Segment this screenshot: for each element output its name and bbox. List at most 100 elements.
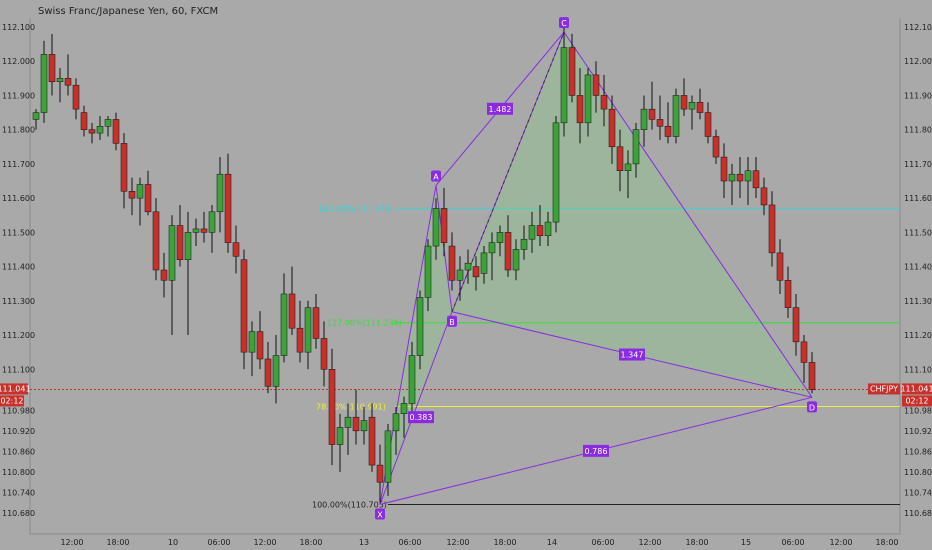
candle-body xyxy=(432,208,440,247)
ratio-label-text: 1.482 xyxy=(489,105,512,114)
candle-body xyxy=(48,54,56,83)
candle-body xyxy=(32,112,40,120)
y-tick-label-left: 110.740 xyxy=(2,488,35,497)
candle-body xyxy=(400,403,408,414)
candle-body xyxy=(472,266,480,278)
point-a-marker: A xyxy=(431,170,441,182)
candle-body xyxy=(336,427,344,445)
y-tick-label-right: 111.900 xyxy=(904,91,932,100)
candle-body xyxy=(72,84,80,110)
x-tick-label: 14 xyxy=(547,538,557,547)
y-tick-label-left: 112.100 xyxy=(2,23,35,32)
y-tick-label-right: 111.300 xyxy=(904,297,932,306)
candle-body xyxy=(576,95,584,124)
candle-body xyxy=(544,221,552,237)
current-price-right: 111.041 xyxy=(900,384,932,393)
candle-body xyxy=(776,252,784,281)
y-tick-label-left: 110.860 xyxy=(2,447,35,456)
candle-body xyxy=(624,163,632,171)
candle-body xyxy=(720,156,728,182)
point-marker-box xyxy=(447,315,457,327)
candle-body xyxy=(144,184,152,213)
candle-body xyxy=(536,225,544,237)
y-tick-label-left: 111.300 xyxy=(2,297,35,306)
candle-body xyxy=(528,225,536,240)
candle-body xyxy=(640,108,648,130)
y-tick-label-left: 111.800 xyxy=(2,126,35,135)
candle-body xyxy=(696,102,704,113)
y-tick-label-right: 110.740 xyxy=(904,488,932,497)
y-tick-label-left: 111.900 xyxy=(2,91,35,100)
point-marker-box xyxy=(559,17,569,29)
point-marker-label: B xyxy=(449,318,455,327)
x-tick-label: 15 xyxy=(741,538,751,547)
candle-body xyxy=(512,249,520,271)
countdown-right: 02:12 xyxy=(905,396,928,405)
candle-body xyxy=(288,293,296,329)
y-tick-label-right: 110.860 xyxy=(904,447,932,456)
candle-body xyxy=(616,146,624,171)
candle-body xyxy=(280,293,288,356)
candle-body xyxy=(592,74,600,96)
pattern-labels: X A B C D 1.482 0.383 1.347 0.786 111.041 02:12 CHF… xyxy=(0,17,932,520)
y-tick-label-right: 111.700 xyxy=(904,160,932,169)
candle-body xyxy=(56,78,64,83)
y-tick-label-left: 110.680 xyxy=(2,509,35,518)
candle-body xyxy=(96,126,104,134)
candle-body xyxy=(344,416,352,428)
x-tick-label: 06:00 xyxy=(591,538,614,547)
point-c-marker: C xyxy=(559,17,569,29)
candle-body xyxy=(256,331,264,360)
candle-body xyxy=(768,204,776,254)
candle-body xyxy=(272,355,280,387)
ratio-label-text: 0.383 xyxy=(410,413,433,422)
current-price-right-box xyxy=(902,383,932,395)
pattern-triangle-bcd xyxy=(452,32,812,398)
countdown-left: 02:12 xyxy=(0,396,23,405)
candle-body xyxy=(712,136,720,158)
candle-body xyxy=(200,228,208,233)
ratio-label: 1.482 xyxy=(487,102,513,115)
candle-body xyxy=(296,327,304,353)
candle-body xyxy=(232,242,240,257)
symbol-badge-box xyxy=(868,383,900,395)
x-tick-label: 12:00 xyxy=(253,538,276,547)
candle-body xyxy=(360,420,368,432)
x-tick-label: 12:00 xyxy=(638,538,661,547)
x-tick-label: 18:00 xyxy=(106,538,129,547)
candle-body xyxy=(176,225,184,260)
x-tick-label: 06:00 xyxy=(781,538,804,547)
candle-body xyxy=(376,464,384,483)
fib-level-label: 78.60%(110.991) xyxy=(316,403,386,412)
grid xyxy=(29,18,901,535)
point-marker-box xyxy=(375,508,385,520)
candle-body xyxy=(656,119,664,127)
ratio-label-text: 0.786 xyxy=(585,447,608,456)
candle-body xyxy=(152,211,160,271)
ratio-label-box xyxy=(583,444,609,457)
point-d-marker: D xyxy=(807,401,817,413)
y-tick-label-left: 110.920 xyxy=(2,427,35,436)
candle-body xyxy=(520,238,528,250)
candle-body xyxy=(40,54,48,113)
x-tick-label: 18:00 xyxy=(299,538,322,547)
x-tick-label: 12:00 xyxy=(60,538,83,547)
point-x-marker: X xyxy=(375,508,385,520)
y-tick-label-left: 112.000 xyxy=(2,57,35,66)
candle-body xyxy=(368,416,376,466)
y-tick-label-right: 111.500 xyxy=(904,228,932,237)
y-tick-label-right: 112.000 xyxy=(904,57,932,66)
candle-body xyxy=(560,47,568,124)
candle-body xyxy=(784,280,792,308)
point-b-marker: B xyxy=(447,315,457,327)
ratio-label-box xyxy=(487,102,513,115)
y-tick-label-right: 110.980 xyxy=(904,406,932,415)
y-tick-label-left: 111.700 xyxy=(2,160,35,169)
point-marker-label: D xyxy=(809,403,815,412)
candle-body xyxy=(248,331,256,353)
candle-body xyxy=(224,173,232,243)
y-tick-label-left: 110.800 xyxy=(2,468,35,477)
candle-body xyxy=(504,232,512,271)
candle-body xyxy=(88,129,96,134)
